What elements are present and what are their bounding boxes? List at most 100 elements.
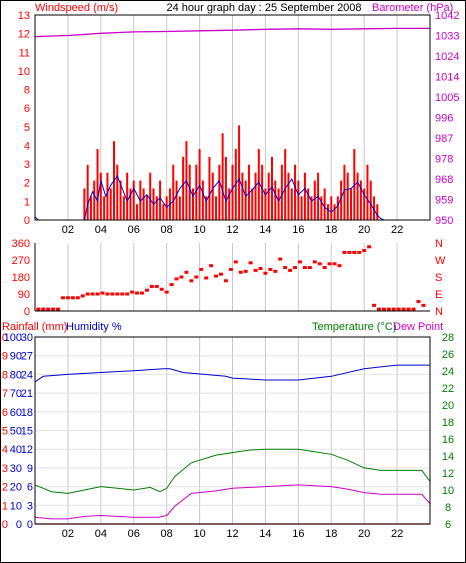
humidity-tick-label: 30: [10, 463, 22, 475]
direction-point: [51, 307, 56, 311]
wind-gust-bar: [271, 156, 273, 220]
wind-gust-bar: [340, 180, 343, 220]
windspeed-tick-label: 13: [18, 10, 30, 22]
wind-frame: [34, 14, 431, 221]
temp-x-tick-label: 14: [259, 528, 271, 540]
wind-gust-bar: [274, 180, 277, 220]
wind-gust-bar: [211, 172, 214, 220]
wind-gust-bar: [244, 180, 247, 220]
direction-point: [159, 287, 164, 291]
direction-point: [273, 269, 278, 273]
wind-gust-bar: [326, 204, 329, 220]
direction-point: [312, 260, 317, 264]
direction-point: [214, 274, 219, 278]
windspeed-tick-label: 3: [24, 159, 30, 171]
windspeed-label: Windspeed (m/s): [35, 2, 118, 14]
temp-x-tick-label: 12: [226, 528, 238, 540]
wind-gust-bar: [224, 156, 227, 220]
chart-title: 24 hour graph day : 25 September 2008: [166, 2, 361, 14]
wind-gust-bar: [353, 149, 356, 220]
direction-point: [41, 307, 46, 311]
wind-gust-bar: [251, 188, 254, 220]
direction-point: [233, 260, 238, 264]
wind-gust-bar: [280, 164, 283, 220]
wind-gust-bar: [313, 180, 316, 220]
humidity-tick-label: 70: [10, 388, 22, 400]
direction-point: [411, 307, 416, 311]
direction-point: [327, 262, 332, 266]
wind-gust-bar: [205, 196, 208, 220]
direction-point: [70, 296, 75, 300]
wind-gust-bar: [310, 196, 313, 220]
wind-x-tick-label: 16: [292, 224, 304, 236]
temp-x-tick-label: 16: [292, 528, 304, 540]
wind-gust-bar: [264, 188, 267, 220]
humidity-line: [34, 364, 430, 383]
direction-point: [144, 288, 149, 292]
windspeed-tick-label: 6: [24, 103, 30, 115]
wind-gust-bar: [155, 196, 158, 220]
wind-gust-bar: [290, 188, 293, 220]
direction-point: [169, 283, 174, 287]
wind-gust-bar: [178, 196, 181, 220]
windspeed-tick-label: 0: [24, 215, 30, 227]
direction-tick-label: 270: [12, 255, 30, 267]
wind-gust-bar: [136, 204, 139, 220]
wind-gust-bar: [320, 196, 323, 220]
direction-point: [125, 292, 130, 296]
secondary-tick-label: 30: [21, 332, 33, 344]
wind-gust-bar: [99, 172, 102, 220]
temperature-tick-label: 20: [442, 400, 454, 412]
wind-gust-bar: [188, 164, 191, 220]
barometer-line: [34, 27, 430, 38]
wind-gust-bar: [192, 188, 194, 220]
direction-point: [189, 279, 194, 283]
direction-point: [317, 262, 322, 266]
wind-gust-bar: [297, 180, 300, 220]
wind-gust-bar: [208, 156, 211, 220]
barometer-tick-label: 950: [435, 215, 453, 227]
secondary-tick-label: 12: [21, 444, 33, 456]
direction-point: [381, 307, 386, 311]
direction-point: [149, 284, 154, 288]
humidity-tick-label: 80: [10, 369, 22, 381]
direction-point: [120, 292, 125, 296]
direction-tick-label: 0: [24, 306, 30, 318]
wind-gust-bar: [83, 188, 86, 220]
wind-gust-bar: [287, 172, 290, 220]
barometer-tick-label: 968: [435, 174, 453, 186]
direction-point: [293, 266, 298, 270]
humidity-tick-label: 10: [10, 500, 22, 512]
wind-gust-bar: [359, 180, 362, 220]
direction-point: [401, 307, 406, 311]
direction-point: [56, 307, 61, 311]
humidity-tick-label: 100: [4, 332, 22, 344]
temp-frame: [34, 336, 431, 525]
wind-x-tick-label: 04: [95, 224, 107, 236]
direction-point: [110, 292, 115, 296]
rainfall-tick-label: 3: [2, 463, 8, 475]
wind-x-tick-label: 02: [62, 224, 74, 236]
direction-point: [243, 269, 248, 273]
temperature-tick-label: 22: [442, 383, 454, 395]
direction-point: [322, 266, 327, 270]
humidity-tick-label: 50: [10, 426, 22, 438]
wind-gust-bar: [228, 188, 231, 220]
wind-gust-bar: [116, 164, 119, 220]
temperature-label: Temperature (°C): [312, 321, 396, 333]
temperature-tick-label: 24: [442, 366, 454, 378]
direction-point: [115, 292, 120, 296]
direction-point: [263, 271, 268, 275]
wind-gust-bar: [162, 204, 165, 220]
wind-gust-bar: [201, 180, 204, 220]
direction-point: [283, 266, 288, 270]
humidity-label: Humidity %: [66, 321, 122, 333]
direction-point: [367, 245, 372, 249]
wind-gust-bar: [215, 196, 218, 220]
wind-gust-bar: [132, 180, 135, 220]
temp-x-tick-label: 04: [95, 528, 107, 540]
direction-point: [258, 267, 263, 270]
secondary-tick-label: 3: [27, 500, 33, 512]
temp-x-tick-label: 10: [193, 528, 205, 540]
